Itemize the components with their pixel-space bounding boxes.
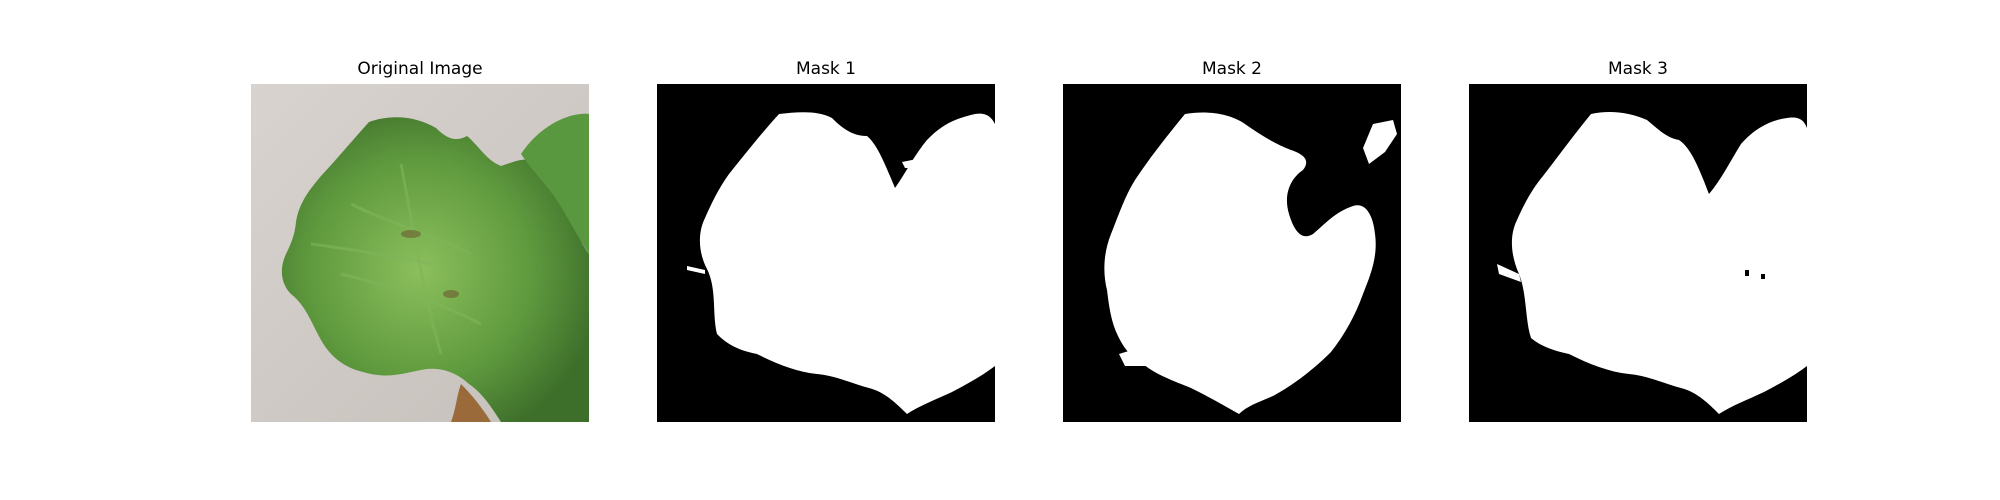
mask-1-panel: Mask 1 bbox=[657, 0, 995, 500]
leaf-spot bbox=[401, 230, 421, 238]
original-image-panel: Original Image bbox=[251, 0, 589, 500]
panel-title: Original Image bbox=[251, 58, 589, 80]
panel-title: Mask 3 bbox=[1469, 58, 1807, 80]
mask-2-image bbox=[1063, 84, 1401, 422]
mask-3-image bbox=[1469, 84, 1807, 422]
mask-1-image bbox=[657, 84, 995, 422]
leaf-photo bbox=[251, 84, 589, 422]
mask-2-panel: Mask 2 bbox=[1063, 0, 1401, 500]
panel-title: Mask 1 bbox=[657, 58, 995, 80]
mask-3-panel: Mask 3 bbox=[1469, 0, 1807, 500]
mask-hole bbox=[1745, 270, 1749, 276]
panel-title: Mask 2 bbox=[1063, 58, 1401, 80]
mask-hole bbox=[1761, 274, 1765, 279]
leaf-spot bbox=[443, 290, 459, 298]
